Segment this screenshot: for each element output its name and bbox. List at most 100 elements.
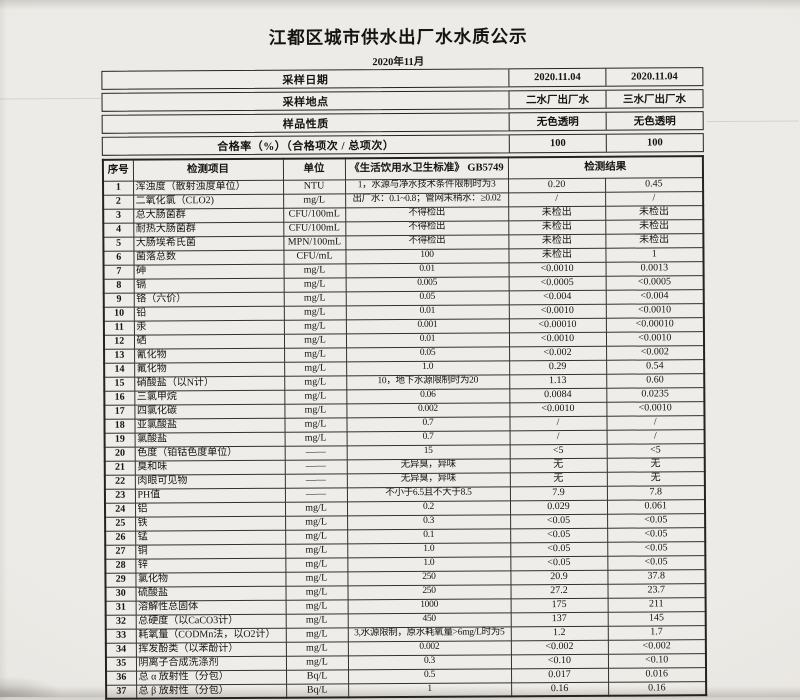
- info-value-plant2: 2020.11.04: [508, 68, 606, 87]
- cell-result-plant2: /: [509, 415, 607, 431]
- cell-unit: NTU: [283, 179, 346, 194]
- col-header-item: 检测项目: [132, 158, 284, 181]
- cell-index: 4: [103, 222, 134, 237]
- info-row: 合格率（%）（合格项次 / 总项次） 100 100: [101, 133, 704, 156]
- cell-item: 大肠埃希氏菌: [133, 235, 284, 251]
- cell-standard: 450: [347, 612, 511, 628]
- cell-index: 30: [105, 586, 136, 601]
- cell-unit: mg/L: [283, 193, 346, 208]
- cell-standard: 0.06: [346, 388, 510, 404]
- cell-unit: mg/L: [285, 543, 348, 558]
- cell-result-plant3: <0.0010: [605, 303, 704, 318]
- cell-index: 27: [105, 544, 136, 559]
- cell-result-plant3: <0.05: [607, 555, 706, 570]
- cell-standard: 无异臭，异味: [346, 458, 510, 474]
- cell-result-plant3: /: [606, 415, 705, 430]
- cell-result-plant2: 0.20: [508, 177, 606, 193]
- cell-standard: 0.05: [345, 290, 509, 306]
- cell-result-plant3: 0.016: [608, 667, 707, 682]
- cell-result-plant2: 175: [510, 597, 608, 613]
- cell-item: 氰化物: [134, 347, 285, 363]
- cell-item: 总大肠菌群: [133, 207, 284, 223]
- cell-result-plant3: 211: [607, 597, 706, 612]
- cell-unit: mg/L: [285, 529, 348, 544]
- cell-unit: mg/L: [284, 403, 347, 418]
- cell-standard: 10，地下水源限制时为20: [346, 374, 510, 390]
- cell-unit: CFU/100mL: [283, 221, 346, 236]
- cell-standard: 0.002: [346, 402, 510, 418]
- cell-index: 19: [104, 432, 135, 447]
- cell-index: 11: [103, 320, 134, 335]
- cell-result-plant3: <0.004: [605, 289, 704, 304]
- cell-result-plant2: /: [508, 191, 606, 207]
- cell-item: 汞: [133, 319, 284, 335]
- cell-unit: mg/L: [283, 277, 346, 292]
- cell-result-plant3: 无: [606, 471, 705, 486]
- cell-result-plant2: 未检出: [508, 205, 606, 221]
- cell-item: 肉眼可见物: [134, 473, 285, 489]
- cell-unit: ——: [284, 459, 347, 474]
- cell-index: 36: [106, 670, 137, 685]
- cell-item: 色度（铂钴色度单位）: [134, 445, 285, 461]
- cell-result-plant2: 0.0084: [509, 387, 607, 403]
- cell-result-plant2: <0.05: [510, 527, 608, 543]
- cell-unit: mg/L: [283, 263, 346, 278]
- cell-index: 9: [103, 292, 134, 307]
- cell-unit: mg/L: [283, 333, 347, 348]
- cell-standard: 0.002: [347, 640, 511, 656]
- info-row: 采样地点 二水厂出厂水 三水厂出厂水: [101, 89, 704, 112]
- cell-index: 22: [104, 474, 135, 489]
- cell-item: 溶解性总固体: [135, 599, 286, 615]
- cell-item: 铁: [135, 515, 286, 531]
- cell-result-plant3: <0.002: [607, 639, 706, 654]
- cell-index: 33: [105, 628, 136, 643]
- cell-unit: ——: [284, 445, 347, 460]
- cell-index: 21: [104, 460, 135, 475]
- cell-item: 铝: [134, 501, 286, 517]
- cell-index: 34: [105, 642, 136, 657]
- cell-result-plant2: 未检出: [508, 219, 606, 235]
- cell-index: 23: [104, 488, 135, 503]
- cell-standard: 1.0: [346, 360, 510, 376]
- cell-item: PH值: [134, 487, 285, 503]
- cell-standard: 0.01: [345, 304, 509, 320]
- cell-item: 氟化物: [134, 361, 285, 377]
- cell-item: 锰: [135, 529, 286, 545]
- cell-standard: 出厂水：0.1~0.8；管网末稍水：≥0.02: [345, 192, 509, 208]
- cell-standard: 0.01: [345, 332, 510, 348]
- cell-result-plant3: <0.002: [606, 345, 705, 360]
- cell-result-plant2: 0.29: [509, 359, 607, 375]
- cell-result-plant3: 0.45: [605, 177, 704, 192]
- cell-result-plant3: <0.0010: [605, 331, 705, 346]
- cell-index: 5: [103, 236, 134, 251]
- cell-standard: 100: [345, 248, 509, 264]
- info-value-plant2: 无色透明: [508, 112, 606, 131]
- info-row-label: 样品性质: [282, 117, 329, 131]
- cell-index: 14: [104, 362, 135, 377]
- cell-standard: 不得检出: [345, 234, 509, 250]
- cell-standard: 250: [347, 570, 511, 586]
- info-row-label: 采样日期: [282, 73, 329, 87]
- cell-result-plant2: 7.9: [509, 485, 607, 501]
- cell-result-plant2: 未检出: [508, 233, 606, 249]
- cell-index: 24: [104, 502, 136, 517]
- cell-item: 硫酸盐: [135, 585, 286, 601]
- cell-item: 耗氧量（CODMn法，以O2计）: [135, 627, 286, 643]
- cell-standard: 0.001: [345, 318, 509, 334]
- cell-item: 四氯化碳: [134, 403, 285, 419]
- cell-result-plant2: 0.16: [511, 681, 609, 697]
- results-table: 序号 检测项目 单位 《生活饮用水卫生标准》 GB5749 检测结果 1 浑浊度…: [101, 155, 708, 700]
- col-header-index: 序号: [102, 159, 134, 181]
- cell-index: 1: [103, 180, 134, 195]
- scan-streak: [0, 97, 101, 100]
- cell-unit: mg/L: [284, 431, 347, 446]
- cell-item: 硝酸盐（以N计）: [134, 375, 285, 391]
- cell-unit: CFU/mL: [283, 249, 346, 264]
- cell-item: 三氯甲烷: [134, 389, 285, 405]
- cell-index: 7: [103, 264, 134, 279]
- cell-unit: Bq/L: [286, 669, 349, 684]
- cell-result-plant3: <0.00010: [605, 317, 704, 332]
- cell-result-plant3: 1: [605, 247, 704, 262]
- col-header-result: 检测结果: [507, 156, 704, 179]
- cell-result-plant3: 0.16: [608, 681, 707, 696]
